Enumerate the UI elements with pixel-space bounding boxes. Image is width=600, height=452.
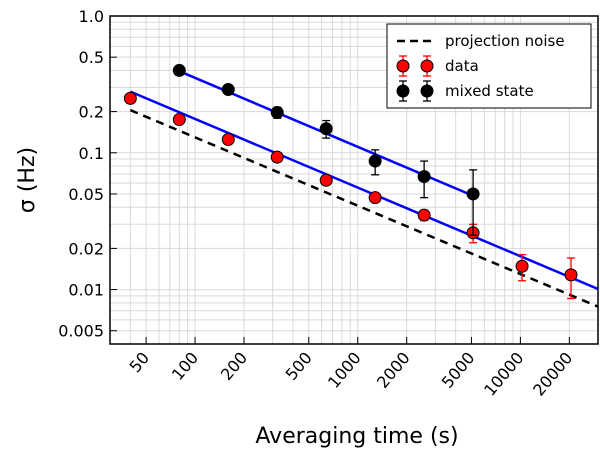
legend-data-label: data <box>445 57 479 75</box>
x-tick-label: 100 <box>168 348 202 384</box>
data-point <box>564 268 578 282</box>
x-tick-label: 1000 <box>324 348 365 391</box>
fit-line-1 <box>129 90 598 291</box>
legend-data-marker <box>420 59 434 73</box>
y-tick-label: 0.01 <box>68 281 104 300</box>
data-point <box>270 150 284 164</box>
x-tick-label: 5000 <box>438 348 479 391</box>
data-point <box>515 259 529 273</box>
mixed-state-point <box>172 63 186 77</box>
y-axis-label: σ (Hz) <box>15 147 40 213</box>
legend-mixed-state-label: mixed state <box>445 82 534 100</box>
mixed-state-point <box>270 106 284 120</box>
mixed-state-point <box>221 83 235 97</box>
mixed-state-point <box>417 170 431 184</box>
plot-frame <box>109 15 599 345</box>
mixed-state-point <box>466 187 480 201</box>
plot-series <box>123 63 598 308</box>
x-tick-label: 2000 <box>373 348 414 391</box>
data-point <box>221 133 235 147</box>
legend-data-marker <box>396 59 410 73</box>
data-point <box>319 173 333 187</box>
x-axis-label: Averaging time (s) <box>255 424 458 449</box>
y-tick-label: 0.005 <box>58 322 104 341</box>
legend-mixed-state-marker <box>396 84 410 98</box>
x-tick-label: 50 <box>126 348 154 376</box>
data-point <box>417 208 431 222</box>
projection-noise-line <box>129 108 598 308</box>
legend-projection-noise-label: projection noise <box>445 32 565 50</box>
y-tick-label: 1.0 <box>79 7 104 26</box>
y-tick-label: 0.1 <box>79 144 104 163</box>
y-tick-label: 0.2 <box>79 103 104 122</box>
legend: projection noise data mixed state <box>386 23 592 109</box>
y-tick-label: 0.02 <box>68 239 104 258</box>
y-tick-label: 0.05 <box>68 185 104 204</box>
data-point <box>368 191 382 205</box>
x-tick-label: 500 <box>282 348 316 384</box>
data-point <box>123 91 137 105</box>
mixed-state-point <box>319 122 333 136</box>
x-tick-label: 10000 <box>480 348 527 399</box>
x-tick-label: 200 <box>217 348 251 384</box>
mixed-state-point <box>368 154 382 168</box>
data-point <box>172 113 186 127</box>
x-tick-label: 20000 <box>529 348 576 399</box>
y-tick-label: 0.5 <box>79 48 104 67</box>
legend-mixed-state-marker <box>420 84 434 98</box>
